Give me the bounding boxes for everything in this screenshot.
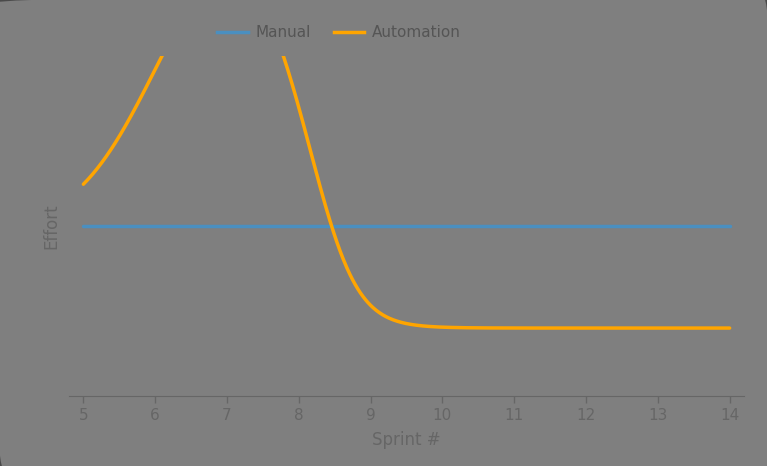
Legend: Manual, Automation: Manual, Automation bbox=[211, 19, 467, 47]
X-axis label: Sprint #: Sprint # bbox=[372, 431, 441, 449]
Y-axis label: Effort: Effort bbox=[43, 203, 61, 249]
